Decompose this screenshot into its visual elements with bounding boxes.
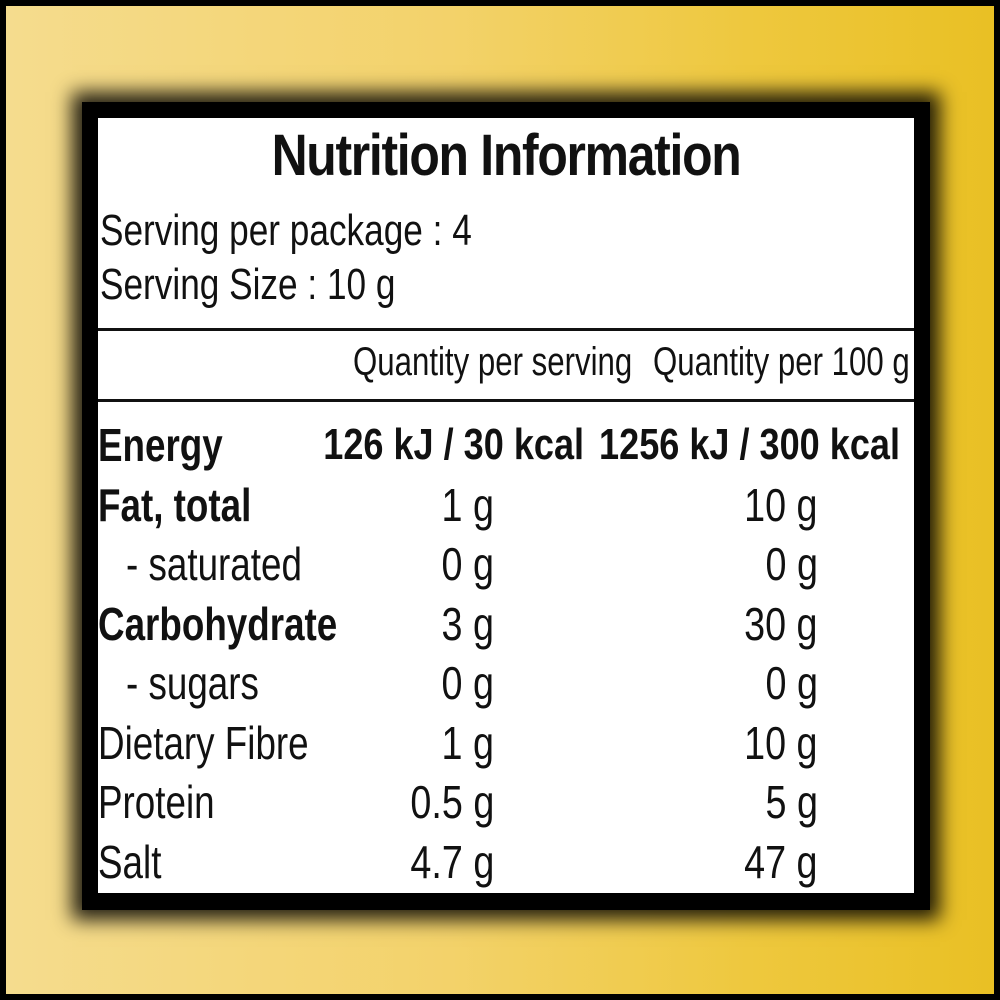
value-per-serving: 4.7 g <box>410 835 494 888</box>
nutrient-name: Dietary Fibre <box>98 716 309 769</box>
value-per-100g: 30 g <box>744 597 818 650</box>
table-row: Energy 126 kJ / 30 kcal 1256 kJ / 300 kc… <box>98 414 914 474</box>
nutrient-name: Carbohydrate <box>98 597 338 650</box>
value-per-100g: 0 g <box>765 538 818 590</box>
value-per-100g: 5 g <box>765 776 818 828</box>
table-row: Dietary Fibre 1 g 10 g <box>98 712 914 772</box>
value-per-serving: 0 g <box>441 657 494 709</box>
value-per-100g: 0 g <box>765 657 818 709</box>
serving-size: Serving Size : 10 g <box>100 260 396 309</box>
serving-per-package: Serving per package : 4 <box>100 206 472 255</box>
value-per-serving: 0 g <box>441 538 494 590</box>
nutrient-name: Fat, total <box>98 478 252 531</box>
table-row: Carbohydrate 3 g 30 g <box>98 593 914 653</box>
nutrient-name: - saturated <box>126 538 302 590</box>
value-per-100g: 10 g <box>744 716 818 769</box>
table-row: Fat, total 1 g 10 g <box>98 474 914 534</box>
nutrient-table: Energy 126 kJ / 30 kcal 1256 kJ / 300 kc… <box>98 414 914 890</box>
table-row: - sugars 0 g 0 g <box>98 652 914 712</box>
header-divider-bottom <box>98 399 914 402</box>
nutrition-label: Nutrition Information Serving per packag… <box>98 118 914 893</box>
nutrient-name: Salt <box>98 835 162 888</box>
table-row: Salt 4.7 g 47 g <box>98 831 914 891</box>
value-per-100g: 10 g <box>744 478 818 531</box>
nutrient-name: - sugars <box>126 657 259 709</box>
table-row: - saturated 0 g 0 g <box>98 533 914 593</box>
value-per-100g: 47 g <box>744 835 818 888</box>
value-per-serving: 1 g <box>441 478 494 531</box>
value-per-serving: 3 g <box>441 597 494 650</box>
nutrient-name: Energy <box>98 419 223 471</box>
column-header-per-serving: Quantity per serving <box>353 340 633 384</box>
value-per-serving: 0.5 g <box>410 776 494 828</box>
value-per-serving: 126 kJ / 30 kcal <box>323 420 584 469</box>
header-divider-top <box>98 328 914 331</box>
table-row: Protein 0.5 g 5 g <box>98 771 914 831</box>
label-title: Nutrition Information <box>271 123 742 188</box>
column-header-per-100g: Quantity per 100 g <box>653 340 910 384</box>
nutrient-name: Protein <box>98 776 215 828</box>
value-per-serving: 1 g <box>441 716 494 769</box>
value-per-100g: 1256 kJ / 300 kcal <box>599 420 900 469</box>
